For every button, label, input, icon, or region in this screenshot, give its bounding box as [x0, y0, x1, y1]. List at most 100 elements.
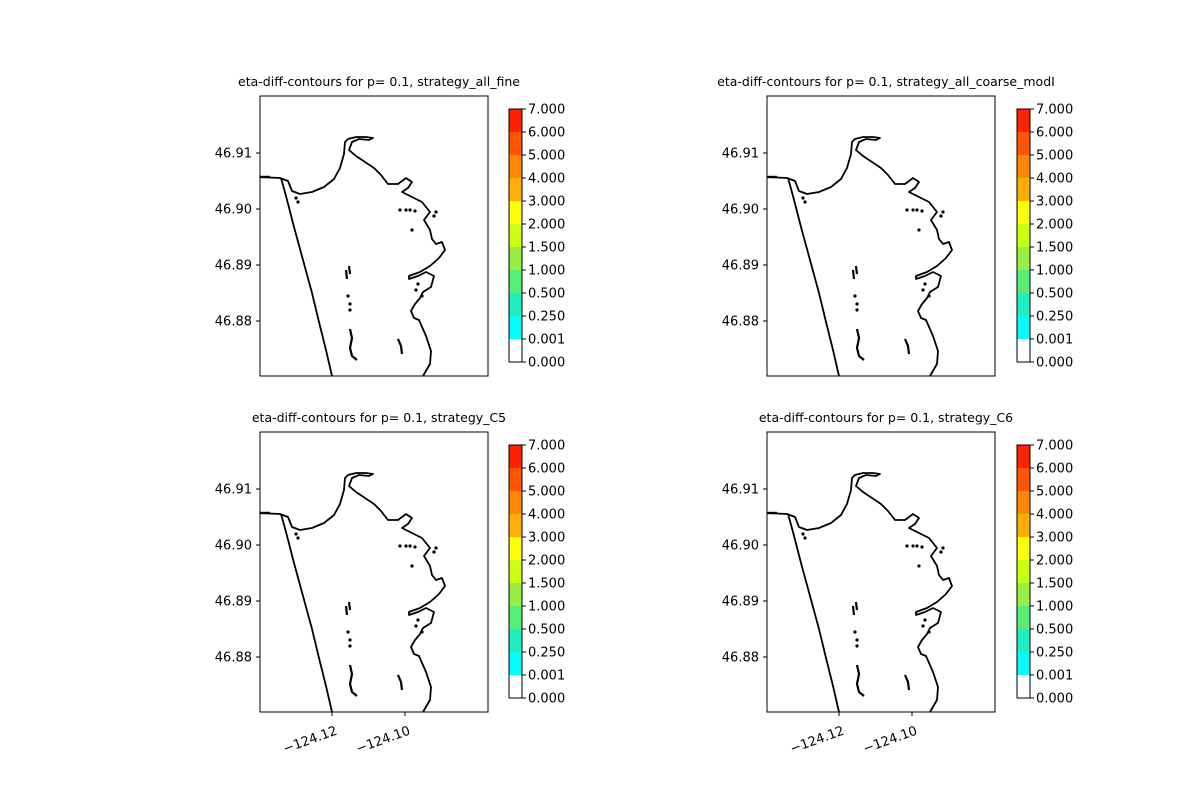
- colorbar-tick-label: 1.500: [1036, 241, 1073, 256]
- y-tick-label: 46.90: [215, 203, 252, 218]
- colorbar-band: [509, 109, 522, 132]
- panel-title: eta-diff-contours for p= 0.1, strategy_a…: [717, 74, 1055, 89]
- y-tick-label: 46.89: [215, 259, 252, 274]
- colorbar-band: [1017, 109, 1030, 132]
- colorbar-band: [1017, 178, 1030, 201]
- colorbar-tick-label: 1.500: [528, 241, 565, 256]
- coastline-east: [259, 136, 446, 377]
- colorbar-band: [1017, 560, 1030, 583]
- colorbar-band: [1017, 675, 1030, 698]
- colorbar-band: [509, 201, 522, 224]
- island-contour: [348, 664, 358, 697]
- small-island: [920, 545, 924, 549]
- island-contour: [344, 269, 349, 280]
- colorbar-tick-label: 3.000: [1036, 531, 1073, 546]
- colorbar-tick-label: 1.500: [528, 577, 565, 592]
- plot-area: [259, 95, 489, 377]
- colorbar-band: [1017, 201, 1030, 224]
- y-tick-label: 46.90: [722, 203, 759, 218]
- island-contour: [347, 601, 352, 611]
- y-tick-label: 46.91: [215, 483, 252, 498]
- colorbar-tick-label: 6.000: [528, 126, 565, 141]
- coastline: [766, 136, 953, 377]
- small-island: [915, 544, 919, 548]
- colorbar-band: [1017, 629, 1030, 652]
- small-island: [801, 532, 805, 536]
- coastline-west: [787, 513, 840, 713]
- colorbar-band: [1017, 293, 1030, 316]
- colorbar-band: [1017, 652, 1030, 675]
- colorbar-band: [509, 270, 522, 293]
- small-island: [801, 196, 805, 200]
- colorbar-tick-label: 5.000: [1036, 149, 1073, 164]
- y-tick-label: 46.91: [722, 483, 759, 498]
- coastline-west: [280, 513, 333, 713]
- small-island: [853, 630, 857, 634]
- small-island: [803, 200, 807, 204]
- small-island: [915, 208, 919, 212]
- island-contour: [851, 269, 856, 280]
- plot-area: [766, 95, 996, 377]
- colorbar-band: [509, 606, 522, 629]
- small-island: [413, 209, 417, 213]
- island-contour: [903, 674, 911, 691]
- colorbar-tick-label: 0.500: [528, 287, 565, 302]
- small-island: [348, 638, 352, 642]
- small-island: [923, 618, 927, 622]
- colorbar-band: [509, 247, 522, 270]
- colorbar-band: [509, 491, 522, 514]
- colorbar-tick-label: 7.000: [528, 103, 565, 118]
- colorbar-tick-label: 3.000: [528, 195, 565, 210]
- small-island: [398, 208, 402, 212]
- small-island: [921, 288, 925, 292]
- colorbar-band: [1017, 339, 1030, 362]
- colorbar-band: [509, 537, 522, 560]
- colorbar-band: [509, 224, 522, 247]
- colorbar-tick-label: 0.001: [1036, 333, 1073, 348]
- island-contour: [348, 328, 358, 361]
- island-contour: [344, 605, 349, 616]
- colorbar-tick-label: 1.000: [1036, 600, 1073, 615]
- coastline-west: [280, 177, 333, 377]
- small-island: [855, 638, 859, 642]
- small-island: [911, 208, 915, 212]
- small-island: [941, 210, 945, 214]
- small-island: [416, 618, 420, 622]
- x-tick-label: −124.12: [281, 724, 339, 757]
- colorbar-tick-label: 0.250: [1036, 646, 1073, 661]
- small-island: [398, 544, 402, 548]
- colorbar-band: [509, 675, 522, 698]
- y-tick-label: 46.91: [215, 147, 252, 162]
- colorbar-band: [509, 583, 522, 606]
- colorbar-tick-label: 0.000: [528, 692, 565, 707]
- colorbar: 0.000 0.001 0.250 0.500 1.000 1.500 2.000 3.000…: [1016, 103, 1073, 371]
- colorbar-tick-label: 2.000: [1036, 218, 1073, 233]
- colorbar-tick-label: 7.000: [1036, 439, 1073, 454]
- small-island: [927, 294, 931, 298]
- y-tick-label: 46.90: [215, 539, 252, 554]
- small-island: [803, 536, 807, 540]
- y-tick-label: 46.88: [722, 651, 759, 666]
- colorbar-band: [1017, 155, 1030, 178]
- island-contour: [903, 338, 911, 355]
- small-island: [939, 550, 943, 554]
- small-island: [413, 545, 417, 549]
- y-tick-label: 46.88: [722, 315, 759, 330]
- colorbar-band: [509, 560, 522, 583]
- colorbar-band: [509, 514, 522, 537]
- colorbar-tick-label: 0.500: [1036, 623, 1073, 638]
- colorbar-tick-label: 0.250: [528, 310, 565, 325]
- colorbar-tick-label: 0.001: [528, 333, 565, 348]
- colorbar-tick-label: 6.000: [1036, 126, 1073, 141]
- colorbar-band: [1017, 514, 1030, 537]
- colorbar-tick-label: 1.000: [1036, 264, 1073, 279]
- colorbar-band: [509, 652, 522, 675]
- small-island: [921, 624, 925, 628]
- small-island: [911, 544, 915, 548]
- small-island: [420, 294, 424, 298]
- colorbar-band: [509, 293, 522, 316]
- small-island: [939, 214, 943, 218]
- small-island: [420, 630, 424, 634]
- small-island: [905, 544, 909, 548]
